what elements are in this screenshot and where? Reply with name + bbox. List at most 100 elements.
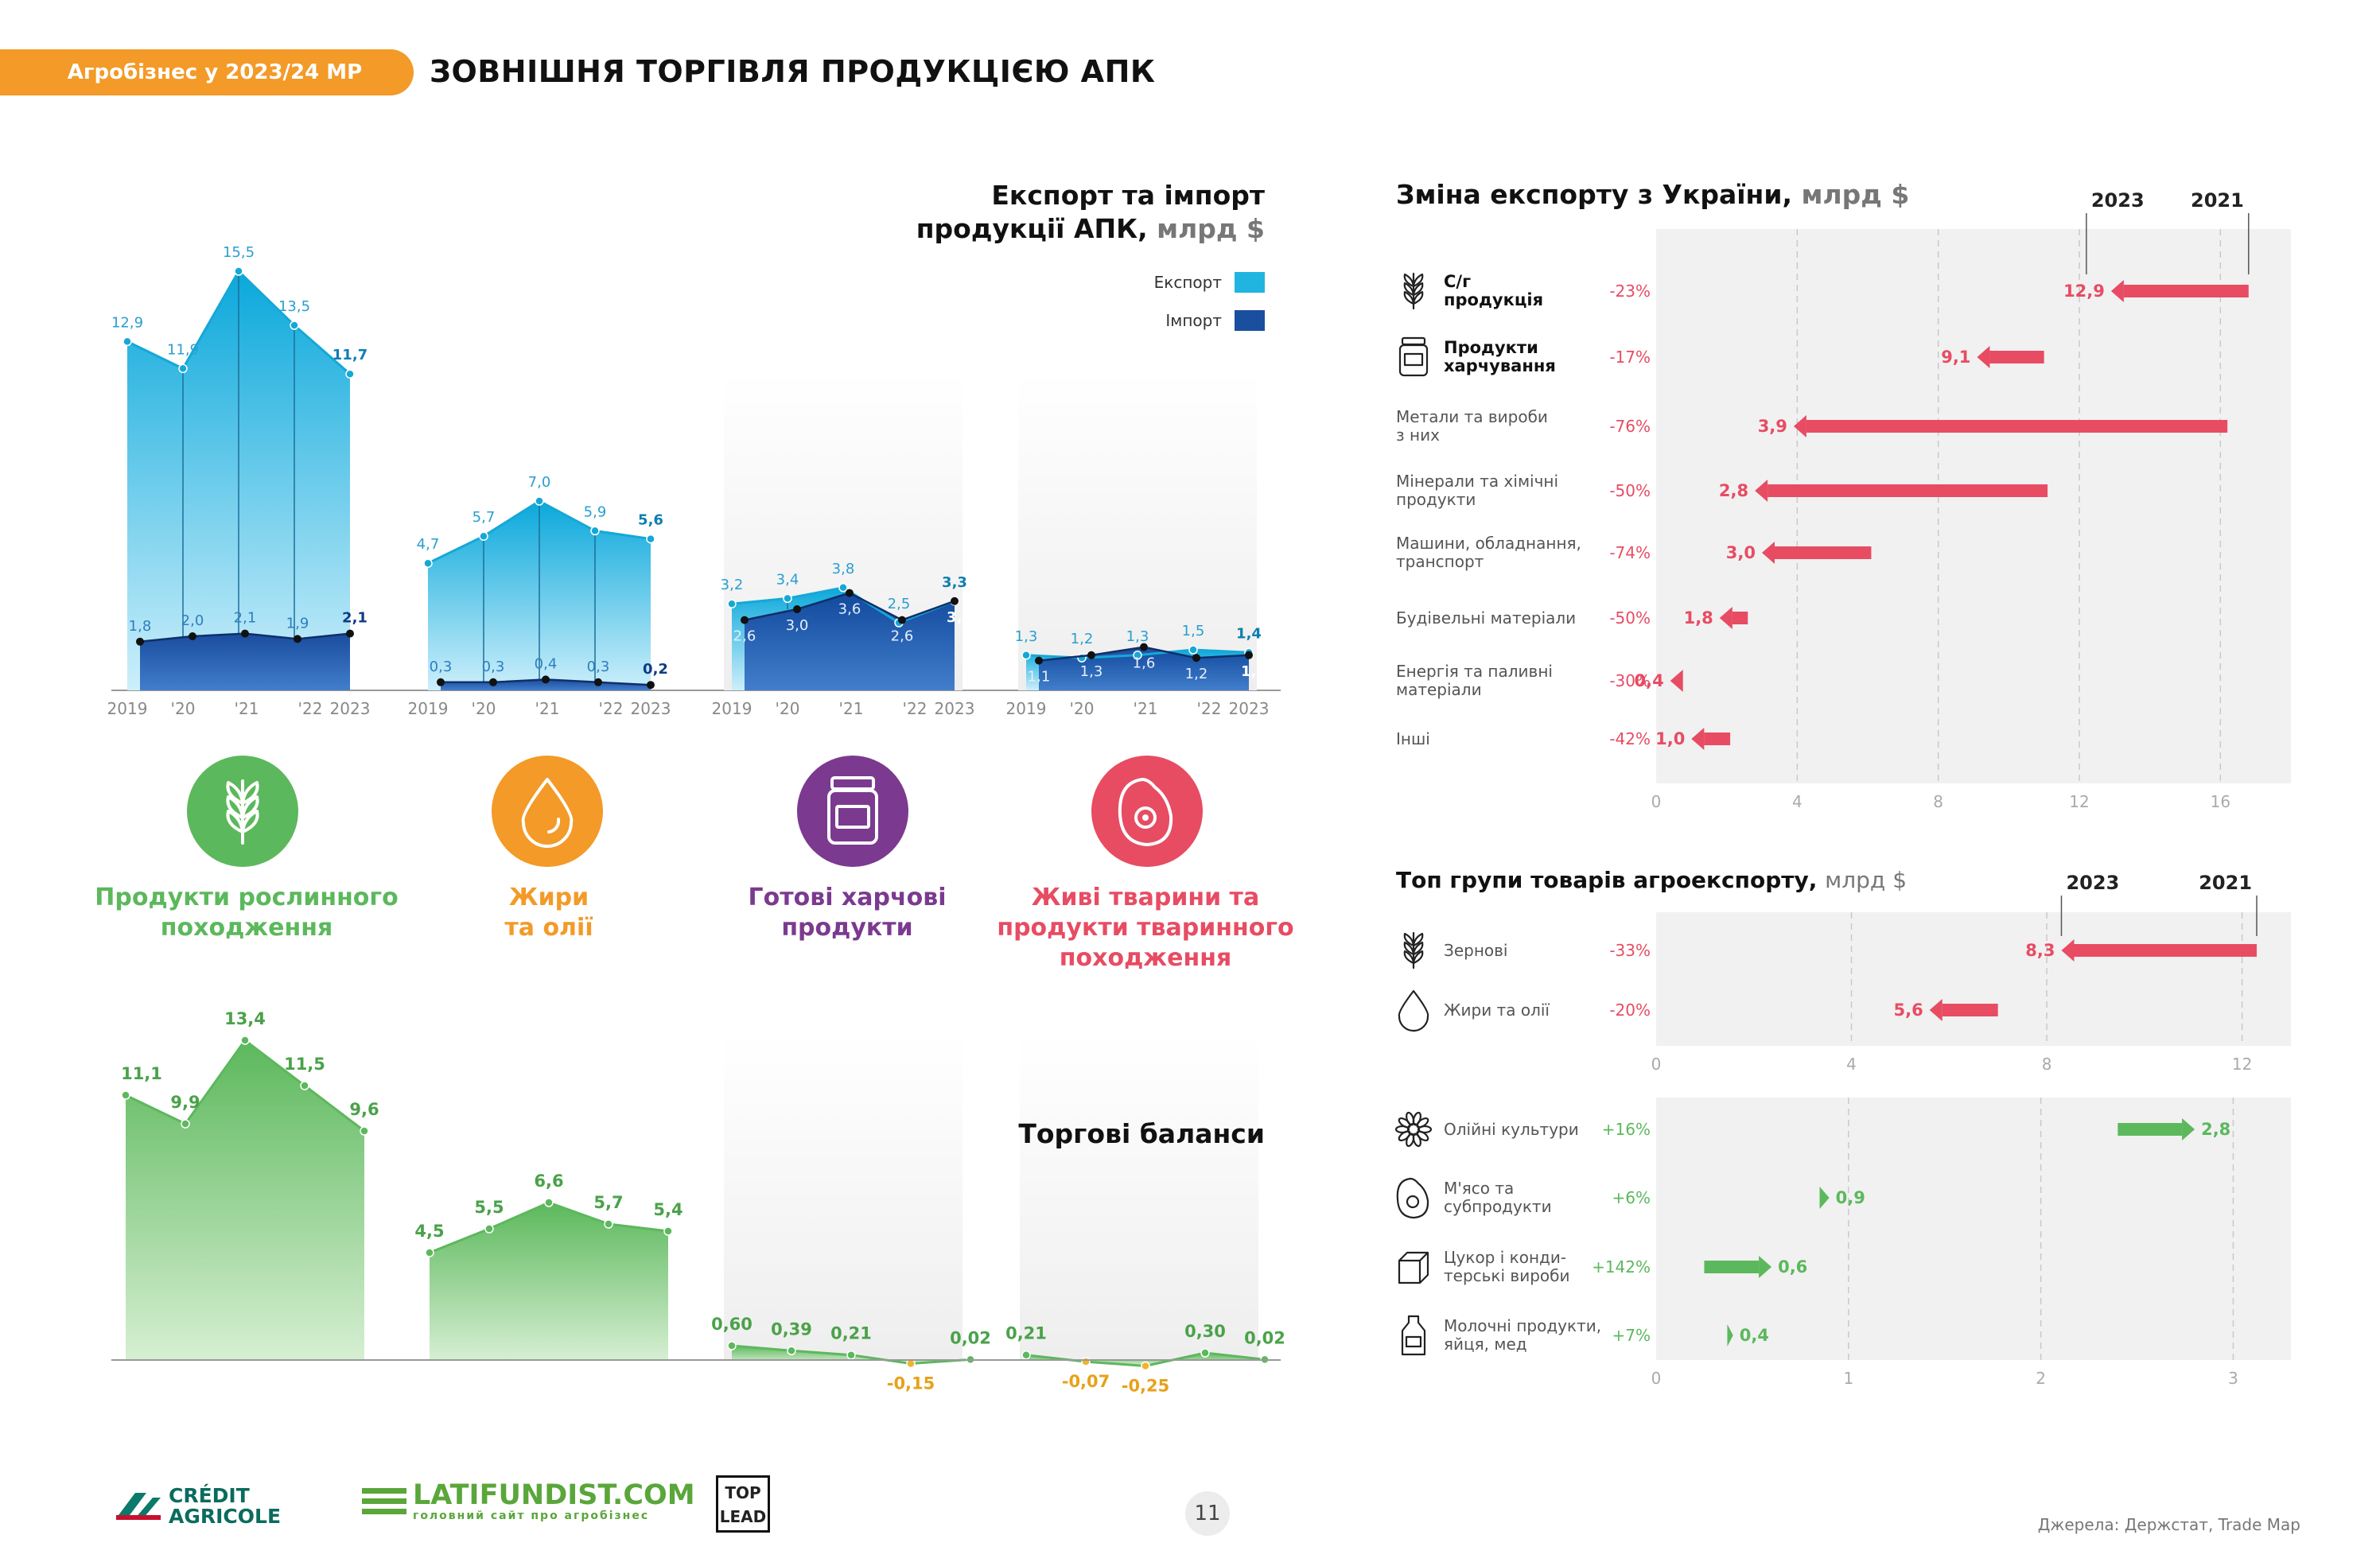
arrow-head xyxy=(1762,542,1775,564)
import-point xyxy=(241,629,249,638)
export-point xyxy=(727,599,737,608)
import-value-label: 1,1 xyxy=(1028,669,1051,686)
row: Машини, обладнання,транспорт -74% 3,0 xyxy=(1396,534,1872,571)
row: Зернові -33% 8,3 xyxy=(1403,931,2258,970)
panel-bg xyxy=(1020,1034,1258,1360)
x-tick-label: '20 xyxy=(171,699,196,718)
import-point xyxy=(136,637,144,646)
import-point xyxy=(489,678,497,686)
row-percent: -74% xyxy=(1609,543,1651,562)
arrow-head xyxy=(2182,1118,2195,1140)
arrow-head xyxy=(1727,1324,1733,1346)
plot-bg xyxy=(1656,229,2291,783)
x-tick-label: '21 xyxy=(839,699,864,718)
legend: Експорт Імпорт xyxy=(1018,272,1265,348)
export-value-label: 15,5 xyxy=(223,244,255,261)
balance-point xyxy=(663,1226,673,1236)
arrow-body xyxy=(1806,420,2228,433)
balance-point xyxy=(787,1346,796,1356)
import-area-2 xyxy=(745,593,955,690)
agro-growth-chart: 0 1 2 3 Олійні культури +16% 2,8 М'ясо тасубпро… xyxy=(1394,1098,2291,1388)
year-label-2021: 2021 xyxy=(2199,872,2252,894)
panel-bg-3 xyxy=(1018,372,1257,690)
x-tick-label: '21 xyxy=(235,699,259,718)
year-label-2023: 2023 xyxy=(2066,872,2119,894)
row-label: Метали та вироби xyxy=(1396,407,1548,426)
trade-balance-chart: 11,1 9,9 13,4 11,5 9,6 4,5 5,5 6,6 5,7 5,4 0,60 0,3… xyxy=(111,1009,1285,1396)
export-point xyxy=(234,266,243,276)
balance-point xyxy=(484,1224,494,1234)
balance-value-label: 4,5 xyxy=(414,1222,444,1241)
x-tick-label: 2019 xyxy=(1006,699,1047,718)
row-percent: -17% xyxy=(1609,348,1651,367)
balance-point xyxy=(1200,1348,1210,1358)
import-point xyxy=(1192,654,1200,663)
export-value-label: 3,3 xyxy=(942,574,967,591)
balance-area-0 xyxy=(126,1040,364,1360)
balance-point xyxy=(300,1081,309,1090)
row-label: С/г xyxy=(1444,272,1471,291)
x-tick-label: 2019 xyxy=(408,699,449,718)
export-point xyxy=(590,526,600,536)
category-label-food: Готові харчові продукти xyxy=(748,884,947,942)
row-label: яйця, мед xyxy=(1444,1335,1527,1354)
arrow-head xyxy=(2061,939,2075,962)
arrow-body xyxy=(1768,484,2048,497)
export-point xyxy=(122,336,132,347)
arrow-body xyxy=(1989,351,2044,363)
row-label: Інші xyxy=(1396,729,1430,748)
import-value-label: 0,3 xyxy=(482,659,505,675)
export-point xyxy=(646,534,655,544)
import-point xyxy=(898,616,906,624)
arrow-value-label: 3,0 xyxy=(1726,543,1756,562)
import-point xyxy=(294,635,301,643)
row-percent: +16% xyxy=(1602,1120,1651,1139)
arrow-head xyxy=(1755,480,1768,502)
arrow-body xyxy=(1775,546,1872,559)
page-number: 11 xyxy=(1185,1491,1230,1536)
row-label: Машини, обладнання, xyxy=(1396,534,1581,553)
meat-icon xyxy=(1091,756,1203,867)
balance-area-2 xyxy=(732,1346,970,1364)
arrow-head xyxy=(2110,280,2124,302)
top-lead-logo: TOP LEAD xyxy=(716,1475,770,1533)
arrow-body xyxy=(1704,1261,1760,1273)
x-tick-label: 8 xyxy=(1933,792,1943,811)
credit-agricole-logo: CRÉDIT AGRICOLE xyxy=(111,1486,281,1527)
export-point xyxy=(535,496,544,506)
export-value-label: 5,6 xyxy=(638,512,663,529)
oil-drop-icon xyxy=(1398,989,1429,1032)
legend-export: Експорт xyxy=(1018,272,1265,293)
export-value-label: 11,9 xyxy=(167,341,199,358)
arrow-value-label: 8,3 xyxy=(2025,941,2055,960)
export-point xyxy=(423,558,433,568)
row-percent: -50% xyxy=(1609,481,1651,500)
export-point xyxy=(290,321,299,330)
row-percent: -23% xyxy=(1609,282,1651,301)
row-percent: -33% xyxy=(1609,941,1651,960)
row-percent: +7% xyxy=(1612,1326,1651,1345)
oil-drop-icon xyxy=(492,756,603,867)
arrow-value-label: 0,6 xyxy=(1778,1257,1807,1277)
balance-value-label: -0,25 xyxy=(1122,1377,1170,1396)
arrow-head xyxy=(1719,607,1732,629)
balance-value-label: -0,07 xyxy=(1062,1372,1110,1391)
arrow-head xyxy=(1977,346,1990,368)
export-value-label: 3,8 xyxy=(832,561,855,577)
import-value-label: 2,0 xyxy=(181,612,204,629)
x-tick-label: 0 xyxy=(1651,1055,1662,1074)
export-value-label: 11,7 xyxy=(332,347,368,363)
arrow-value-label: 3,9 xyxy=(1758,417,1787,436)
row-percent: -50% xyxy=(1609,608,1651,628)
category-label-oils: Жири та олії xyxy=(504,884,593,942)
import-value-label: 0,3 xyxy=(587,659,610,675)
row: Будівельні матеріали -50% 1,8 xyxy=(1396,607,1748,629)
balance-value-label: 9,9 xyxy=(170,1093,200,1112)
wheat-icon xyxy=(187,756,298,867)
export-value-label: 4,7 xyxy=(417,536,440,553)
import-point xyxy=(1035,656,1043,665)
export-point xyxy=(1133,651,1142,660)
